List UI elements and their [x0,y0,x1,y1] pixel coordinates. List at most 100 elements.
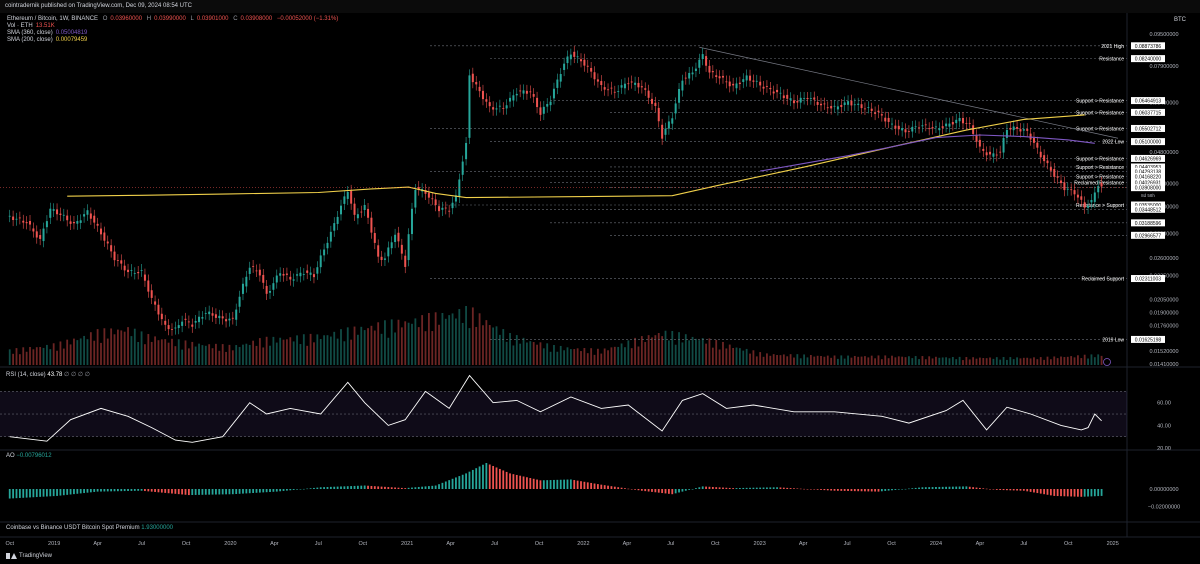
volume-bar [634,337,636,365]
volume-bar [701,338,704,365]
ao-bar [779,487,782,489]
ao-bar [52,489,55,497]
price-level-value: 0.04026931 [1135,180,1162,186]
candle-body [955,119,958,124]
rsi-band [0,391,1127,437]
volume-bar [630,348,633,365]
price-axis-tick-label: 0.07900000 [1149,64,1178,70]
volume-bar [901,356,904,365]
price-level-box [1131,231,1165,239]
volume-bar [181,349,184,365]
volume-bar [123,331,126,365]
candle-body [623,83,626,89]
volume-bar [816,355,819,365]
ao-bar [184,489,187,495]
price-level-annotation: 2021 High [1101,44,1124,50]
ao-bar [651,489,653,492]
candle-body [177,325,180,329]
volume-bar [370,325,373,365]
candle-body [99,228,102,235]
volume-bar [539,342,542,365]
candle-body [681,80,684,91]
ao-bar [522,476,525,489]
volume-bar [661,336,664,365]
volume-bar [160,339,163,365]
ao-bar [103,489,106,492]
ao-bar [309,488,312,489]
premium-label: Coinbase vs Binance USDT Bitcoin Spot Pr… [6,525,140,531]
time-axis-tick-label: 2023 [754,541,766,547]
ao-bar [89,489,92,493]
volume-bar [505,341,508,365]
candle-body [961,117,964,124]
ao-bar [1043,489,1046,495]
candle-body [414,189,417,208]
candle-body [911,126,914,132]
sma200-legend[interactable]: SMA (200, close) 0.00079459 [7,36,90,44]
ao-bar [384,486,386,489]
price-axis-tick-label: 0.02600000 [1149,256,1178,262]
volume-bar [708,338,711,365]
price-level-value: 0.03908000 [1135,186,1162,192]
price-level-value: 0.03448512 [1135,207,1162,213]
ao-bar [1002,489,1005,491]
price-level-box [1131,55,1165,63]
volume-bar [951,356,954,365]
candle-body [29,220,32,225]
ao-bar [269,489,271,492]
symbol-title[interactable]: Ethereum / Bitcoin, 1W, BINANCE [7,16,99,22]
candle-body [471,73,474,83]
volume-bar [404,321,407,365]
volume-bar [329,336,332,365]
candle-body [360,211,363,213]
ao-legend[interactable]: AO −0.00796012 [6,453,52,459]
ao-bar [857,489,860,492]
candle-body [468,75,471,138]
ao-bar [617,487,620,489]
volume-bar [1093,357,1096,365]
candle-body [995,154,998,156]
price-level-box [1131,124,1165,132]
candle-body [363,204,366,211]
sma360-legend[interactable]: SMA (360, close) 0.05004819 [7,29,90,37]
ao-bar [826,489,829,491]
candle-body [738,82,741,85]
volume-bar [198,343,200,365]
ao-bar [181,489,184,495]
candle-body [397,232,400,242]
volume-bar [664,330,667,365]
volume-bar [167,342,170,365]
ao-bar [255,489,258,493]
chart-canvas[interactable]: 0.095000000.079000000.064000000.04800000… [0,13,1200,564]
candle-body [590,67,593,72]
ao-bar [982,488,985,489]
candle-body [1012,126,1015,131]
candle-body [133,273,136,275]
volume-bar [343,341,346,365]
ao-bar [421,486,424,489]
volume-bar [150,341,153,365]
rsi-legend[interactable]: RSI (14, close) 43.78 ∅ ∅ ∅ ∅ [6,371,90,378]
ao-bar [1046,489,1049,495]
tradingview-logo[interactable]: TradingView [6,553,52,559]
candle-body [637,82,640,88]
ao-bar [127,489,129,491]
volume-legend[interactable]: Vol · ETH 13.51K [7,22,58,30]
ao-bar [427,486,430,489]
candle-body [495,108,498,110]
candle-body [110,245,113,252]
ao-bar [478,466,481,489]
candle-body [684,77,687,79]
candle-body [174,327,177,329]
symbol-badge[interactable]: BTC [1174,17,1186,23]
candle-body [958,117,961,122]
volume-bar [69,344,72,365]
candle-body [749,75,752,81]
volume-bar [823,356,826,365]
volume-bar [698,340,701,365]
volume-bar [529,341,532,365]
ao-bar [289,489,292,491]
ao-bar [1070,489,1073,497]
premium-legend[interactable]: Coinbase vs Binance USDT Bitcoin Spot Pr… [6,525,173,531]
price-level-box [1131,163,1165,171]
